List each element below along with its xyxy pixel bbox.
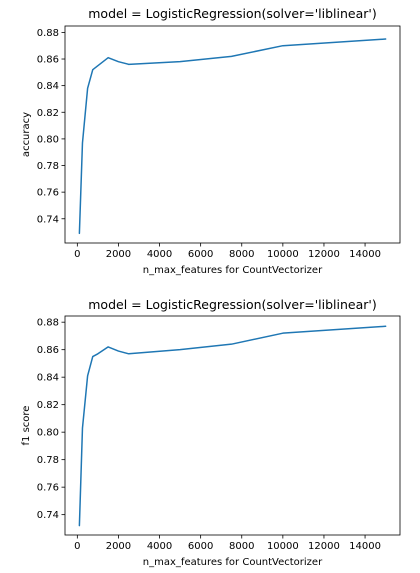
x-axis-label: n_max_features for CountVectorizer	[143, 265, 323, 276]
y-tick-label: 0.84	[37, 81, 59, 92]
series-line	[78, 38, 387, 235]
x-tick-label: 10000	[267, 249, 299, 260]
y-tick-label: 0.84	[37, 373, 59, 384]
x-axis-label: n_max_features for CountVectorizer	[143, 557, 323, 568]
x-tick-label: 0	[74, 249, 80, 260]
y-tick-label: 0.82	[37, 108, 59, 119]
y-tick-label: 0.76	[37, 188, 59, 199]
y-tick-label: 0.78	[37, 161, 59, 172]
y-axis: 0.74 0.76 0.78 0.80 0.82 0.84 0.86 0.88	[37, 318, 65, 521]
x-tick-label: 2000	[106, 249, 131, 260]
x-tick-label: 10000	[267, 541, 299, 552]
x-axis: 0 2000 4000 6000 8000 10000 12000 14000	[74, 535, 381, 552]
y-tick-label: 0.80	[37, 428, 59, 439]
x-tick-label: 6000	[188, 249, 213, 260]
x-tick-label: 4000	[147, 249, 172, 260]
y-tick-label: 0.74	[37, 510, 59, 521]
y-tick-label: 0.88	[37, 318, 59, 329]
series-line	[78, 325, 387, 527]
series-group	[78, 38, 387, 235]
x-tick-label: 14000	[349, 541, 381, 552]
y-tick-label: 0.86	[37, 345, 59, 356]
plot-frame	[64, 25, 401, 244]
y-axis: 0.74 0.76 0.78 0.80 0.82 0.84 0.86 0.88	[37, 28, 65, 225]
x-tick-label: 14000	[349, 249, 381, 260]
y-tick-label: 0.74	[37, 214, 59, 225]
y-tick-label: 0.76	[37, 483, 59, 494]
y-axis-label: f1 score	[21, 406, 32, 446]
x-tick-label: 0	[74, 541, 80, 552]
chart-title: model = LogisticRegression(solver='libli…	[88, 6, 376, 21]
y-tick-label: 0.88	[37, 28, 59, 39]
f1-score-chart: model = LogisticRegression(solver='libli…	[21, 297, 401, 568]
y-axis-label: accuracy	[21, 112, 32, 157]
chart-title: model = LogisticRegression(solver='libli…	[88, 297, 376, 312]
x-tick-label: 6000	[188, 541, 213, 552]
x-tick-label: 8000	[229, 541, 254, 552]
x-tick-label: 8000	[229, 249, 254, 260]
x-tick-label: 12000	[308, 249, 340, 260]
x-axis: 0 2000 4000 6000 8000 10000 12000 14000	[74, 243, 381, 260]
accuracy-chart: model = LogisticRegression(solver='libli…	[21, 6, 401, 276]
y-tick-label: 0.80	[37, 134, 59, 145]
y-tick-label: 0.86	[37, 55, 59, 66]
x-tick-label: 2000	[106, 541, 131, 552]
y-tick-label: 0.78	[37, 455, 59, 466]
x-tick-label: 12000	[308, 541, 340, 552]
y-tick-label: 0.82	[37, 400, 59, 411]
plot-frame	[64, 315, 401, 536]
series-group	[78, 325, 387, 527]
x-tick-label: 4000	[147, 541, 172, 552]
